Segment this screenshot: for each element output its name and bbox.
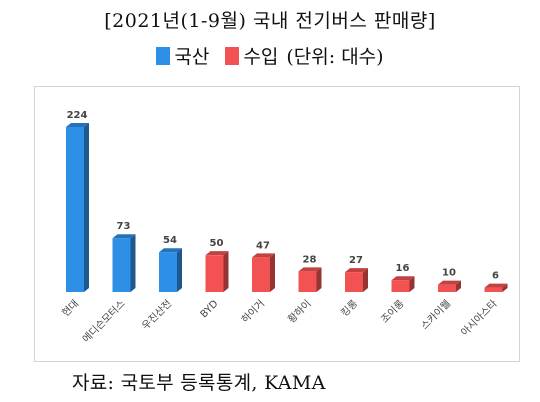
data-label-6: 27 xyxy=(349,255,363,266)
bar-1 xyxy=(112,234,136,292)
bar-side-4 xyxy=(270,253,275,292)
bar-8 xyxy=(438,280,461,292)
category-label-8: 스카이웰 xyxy=(419,298,454,333)
data-label-1: 73 xyxy=(117,221,131,232)
data-label-0: 224 xyxy=(67,110,88,121)
bar-top-2 xyxy=(159,248,182,253)
data-label-2: 54 xyxy=(163,235,177,246)
bar-top-8 xyxy=(438,280,461,285)
data-label-5: 28 xyxy=(303,254,317,265)
bar-front-3 xyxy=(205,255,224,292)
bar-top-5 xyxy=(298,267,322,272)
legend-label-import: 수입 xyxy=(243,46,279,68)
bar-side-9 xyxy=(502,283,508,292)
bar-front-7 xyxy=(391,280,410,292)
chart-panel: 224 현대 73 에디슨모터스 54 우진산전 50 BYD 47 하이거 28 황하이 27 킹롱 16… xyxy=(34,86,520,362)
legend-label-domestic: 국산 xyxy=(174,46,210,68)
bar-0 xyxy=(66,123,89,292)
data-label-3: 50 xyxy=(210,238,224,249)
category-label-9: 아시아스타 xyxy=(459,298,500,339)
chart-title: [2021년(1-9월) 국내 전기버스 판매량] xyxy=(104,10,436,32)
legend-swatch-import xyxy=(225,46,240,65)
bar-front-1 xyxy=(112,238,131,292)
bar-front-2 xyxy=(159,252,177,292)
category-label-3: BYD xyxy=(199,298,221,320)
bar-side-6 xyxy=(363,268,368,292)
bar-7 xyxy=(391,276,415,292)
bar-side-3 xyxy=(223,251,229,292)
bar-top-4 xyxy=(252,253,275,258)
bar-top-3 xyxy=(205,251,229,256)
bar-front-8 xyxy=(438,284,456,292)
bar-side-1 xyxy=(130,234,136,292)
data-label-8: 10 xyxy=(442,268,456,279)
legend-item-domestic: 국산 xyxy=(156,42,209,69)
category-label-6: 킹롱 xyxy=(339,298,361,320)
category-label-5: 황하이 xyxy=(285,297,314,326)
bar-side-2 xyxy=(177,248,182,292)
bar-front-9 xyxy=(484,287,503,292)
bar-5 xyxy=(298,267,322,292)
bar-side-7 xyxy=(409,276,415,292)
category-label-2: 우진산전 xyxy=(140,298,175,333)
chart-legend: 국산 수입 (단위: 대수) xyxy=(0,42,540,69)
bar-chart: 224 현대 73 에디슨모터스 54 우진산전 50 BYD 47 하이거 28 황하이 27 킹롱 16… xyxy=(60,110,508,346)
bar-3 xyxy=(205,251,229,292)
bar-side-8 xyxy=(456,280,461,292)
bar-front-0 xyxy=(66,127,84,292)
bar-6 xyxy=(345,268,368,292)
data-label-4: 47 xyxy=(256,240,270,251)
bar-9 xyxy=(484,283,508,292)
legend-item-import: 수입 (단위: 대수) xyxy=(225,42,384,69)
source-note: 자료: 국토부 등록통계, KAMA xyxy=(72,372,326,394)
bar-front-5 xyxy=(298,271,317,292)
category-label-0: 현대 xyxy=(60,298,82,320)
bar-top-6 xyxy=(345,268,368,273)
category-label-4: 하이거 xyxy=(238,297,267,326)
bar-top-0 xyxy=(66,123,89,127)
category-label-7: 조이롱 xyxy=(379,298,407,326)
bar-side-5 xyxy=(316,267,322,292)
bar-front-4 xyxy=(252,257,270,292)
bar-2 xyxy=(159,248,182,292)
data-label-9: 6 xyxy=(492,271,499,282)
bar-top-7 xyxy=(391,276,415,281)
legend-swatch-domestic xyxy=(156,46,171,65)
bar-side-0 xyxy=(84,123,89,292)
category-label-1: 에디슨모터스 xyxy=(80,298,128,346)
bar-top-9 xyxy=(484,283,508,288)
bar-top-1 xyxy=(112,234,136,239)
bar-4 xyxy=(252,253,275,292)
bar-front-6 xyxy=(345,272,363,292)
data-label-7: 16 xyxy=(396,263,410,274)
legend-unit: (단위: 대수) xyxy=(286,46,384,68)
